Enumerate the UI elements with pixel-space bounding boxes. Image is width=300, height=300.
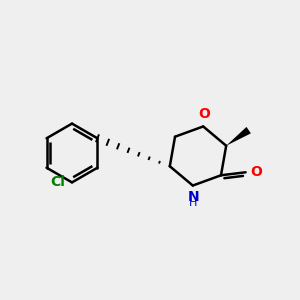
Text: O: O xyxy=(198,107,210,121)
Text: H: H xyxy=(189,198,198,208)
Polygon shape xyxy=(226,127,251,146)
Text: N: N xyxy=(188,190,199,204)
Text: Cl: Cl xyxy=(50,176,65,189)
Text: O: O xyxy=(250,165,262,179)
